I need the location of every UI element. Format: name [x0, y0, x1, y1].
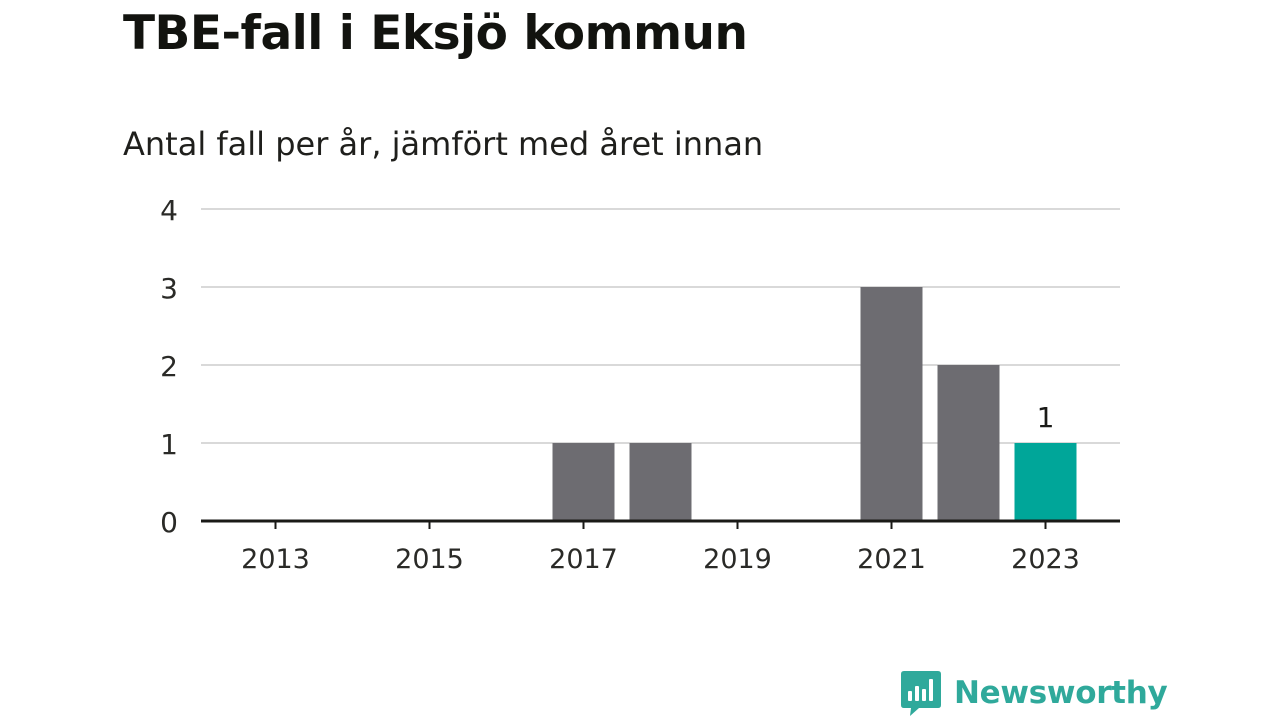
brand-name: Newsworthy	[954, 675, 1168, 711]
chart-title: TBE-fall i Eksjö kommun	[123, 6, 748, 61]
bar-chart-speech-bubble-icon	[901, 671, 941, 716]
y-tick-label: 3	[160, 272, 178, 305]
bar-2022	[937, 365, 1000, 521]
y-tick-label: 2	[160, 350, 178, 383]
x-tick-label: 2013	[241, 544, 310, 575]
labels: 0 1 2 3 4 2013 2015 2017 2019 2021 2023 1	[160, 194, 1080, 575]
x-tick-label: 2019	[703, 544, 772, 575]
data-label: 1	[1037, 401, 1055, 434]
newsworthy-logo: Newsworthy	[900, 668, 1168, 718]
x-tick-label: 2017	[549, 544, 618, 575]
bar-2023	[1014, 443, 1077, 521]
x-tick-label: 2023	[1011, 544, 1080, 575]
bar-2018	[629, 443, 692, 521]
x-tick-label: 2021	[857, 544, 926, 575]
chart-subtitle: Antal fall per år, jämfört med året inna…	[123, 125, 764, 163]
bar-2017	[552, 443, 615, 521]
bar-2021	[860, 287, 923, 521]
bars	[552, 287, 1077, 521]
y-tick-label: 1	[160, 428, 178, 461]
x-tick-label: 2015	[395, 544, 464, 575]
axes	[201, 519, 1120, 529]
y-tick-label: 4	[160, 194, 178, 227]
y-tick-label: 0	[160, 506, 178, 539]
